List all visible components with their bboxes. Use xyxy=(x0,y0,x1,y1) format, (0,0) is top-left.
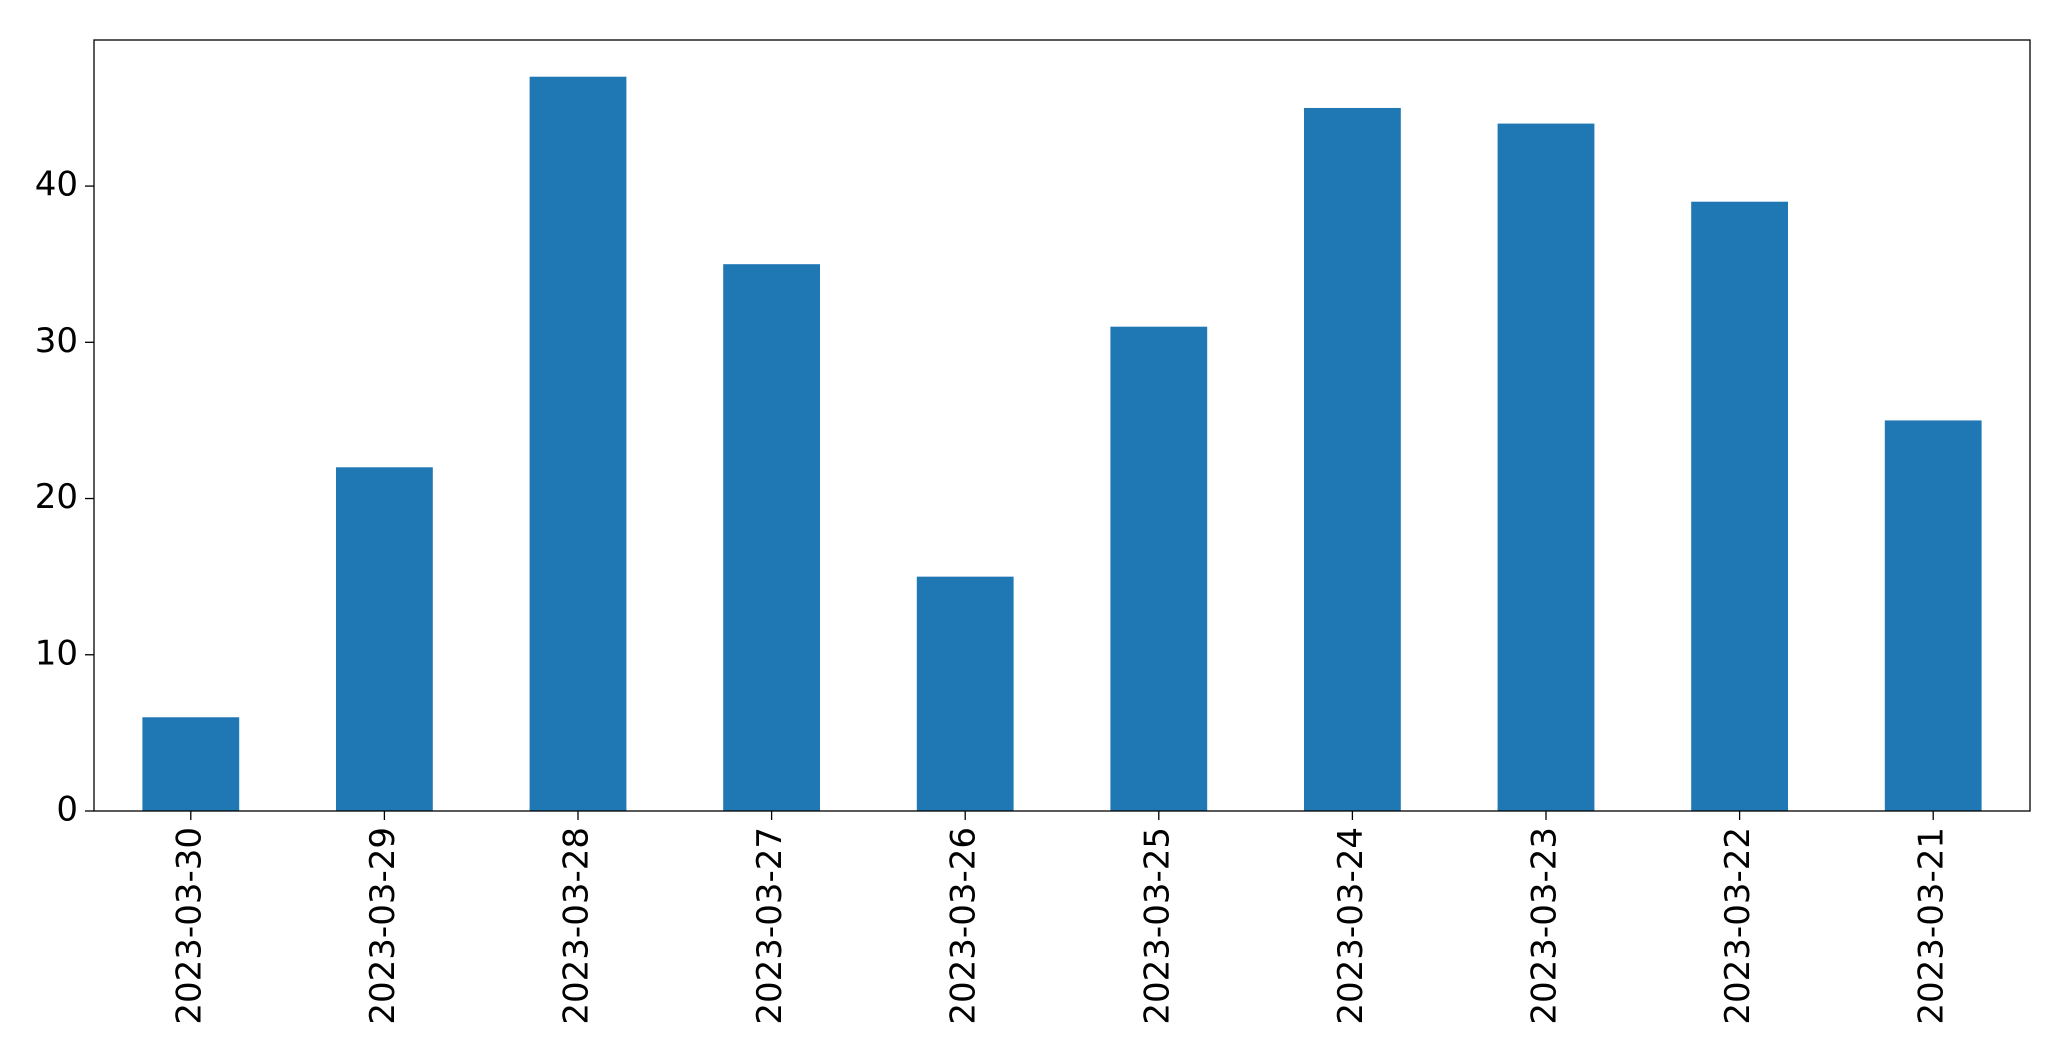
bar xyxy=(916,576,1014,811)
x-tick-label: 2023-03-30 xyxy=(169,827,209,1025)
bar xyxy=(723,264,820,811)
bar xyxy=(1884,420,1982,811)
y-tick-label: 30 xyxy=(35,321,78,361)
x-tick-label: 2023-03-28 xyxy=(557,827,597,1025)
x-tick-label: 2023-03-25 xyxy=(1137,827,1177,1025)
x-tick-label: 2023-03-24 xyxy=(1331,827,1371,1025)
bar xyxy=(1110,326,1208,811)
x-tick-label: 2023-03-21 xyxy=(1912,827,1952,1025)
x-tick-label: 2023-03-27 xyxy=(750,827,790,1025)
y-tick-label: 0 xyxy=(56,790,78,830)
plot-frame xyxy=(93,39,2031,812)
bar xyxy=(1497,123,1595,811)
bar xyxy=(1304,107,1401,811)
x-tick-label: 2023-03-29 xyxy=(363,827,403,1025)
x-tick-label: 2023-03-26 xyxy=(944,827,984,1025)
y-tick-label: 20 xyxy=(35,477,78,517)
x-tick-label: 2023-03-23 xyxy=(1525,827,1565,1025)
bar xyxy=(1691,201,1788,811)
bar xyxy=(142,717,240,811)
bar xyxy=(529,76,627,811)
y-tick-label: 40 xyxy=(35,165,78,205)
y-tick-label: 10 xyxy=(35,633,78,673)
x-tick-label: 2023-03-22 xyxy=(1718,827,1758,1025)
bar xyxy=(336,467,433,811)
